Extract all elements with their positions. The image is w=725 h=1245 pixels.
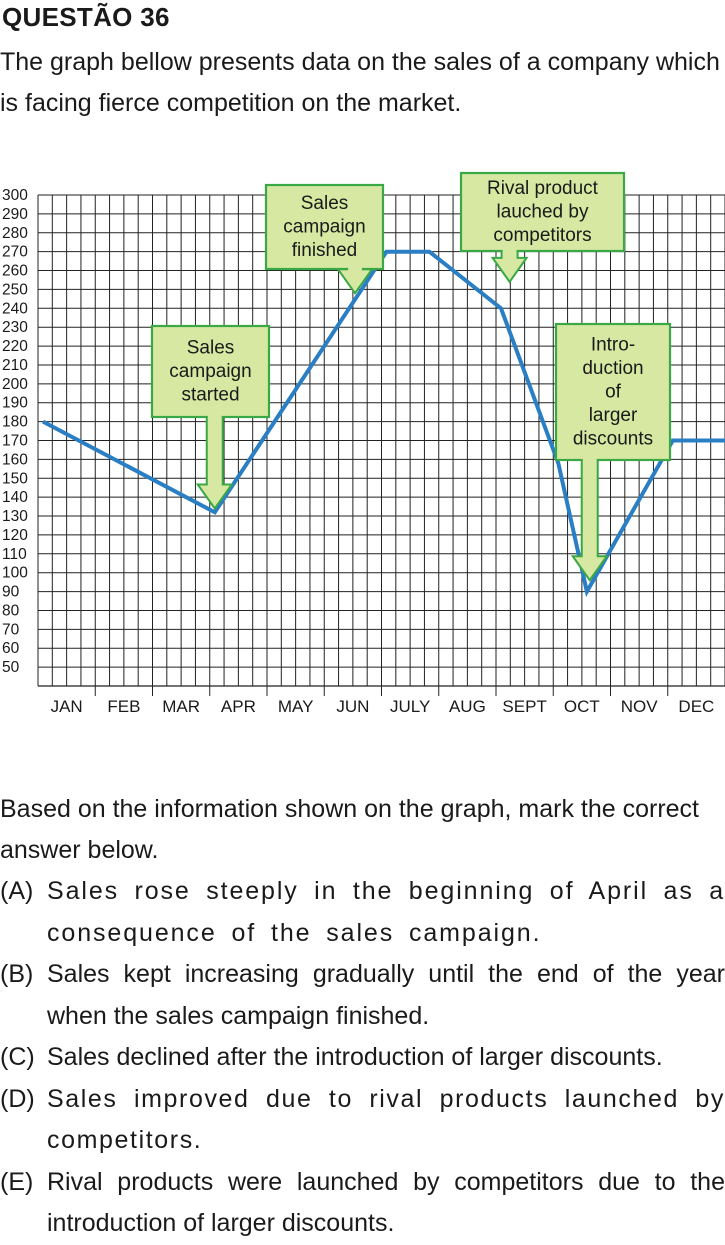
y-tick-label: 110 [2, 546, 27, 563]
y-tick-label: 80 [2, 602, 20, 619]
annotation-text: Sales [301, 193, 349, 214]
option-text: Rival products were launched by competit… [47, 1162, 725, 1245]
y-tick-label: 230 [2, 319, 28, 336]
option-text: Sales improved due to rival products lau… [47, 1079, 725, 1162]
y-tick-label: 250 [2, 281, 28, 298]
y-tick-label: 170 [2, 433, 28, 450]
option-b[interactable]: (B) Sales kept increasing gradually unti… [0, 954, 725, 1037]
x-tick-label: FEB [107, 697, 140, 716]
y-tick-label: 210 [2, 357, 28, 374]
y-tick-label: 270 [2, 244, 28, 261]
y-tick-label: 100 [2, 565, 28, 582]
x-tick-label: JULY [390, 697, 430, 716]
annotation-text: campaign [283, 216, 365, 237]
annotation-text: discounts [573, 428, 653, 449]
annotation-joint [503, 247, 517, 253]
annotation-joint [583, 456, 597, 462]
x-tick-label: AUG [449, 697, 486, 716]
y-tick-label: 300 [2, 187, 28, 204]
x-tick-label: SEPT [502, 697, 546, 716]
option-text: Sales rose steeply in the beginning of A… [47, 871, 725, 954]
y-tick-label: 60 [2, 640, 20, 657]
y-tick-label: 70 [2, 621, 20, 638]
annotation-text: Intro- [591, 334, 635, 355]
x-tick-label: APR [221, 697, 256, 716]
question-prompt: Based on the information shown on the gr… [0, 789, 725, 871]
annotation-joint [348, 265, 362, 271]
chart-annotations: SalescampaignstartedSalescampaignfinishe… [152, 173, 670, 580]
x-tick-label: JUN [336, 697, 369, 716]
x-tick-label: MAY [278, 697, 314, 716]
annotation-arrow [573, 458, 607, 580]
y-tick-label: 140 [2, 489, 28, 506]
annotation-text: campaign [169, 361, 251, 382]
option-e[interactable]: (E) Rival products were launched by comp… [0, 1162, 725, 1245]
annotation-arrow [493, 249, 527, 282]
y-tick-label: 190 [2, 395, 28, 412]
y-tick-label: 260 [2, 263, 28, 280]
x-tick-label: MAR [162, 697, 200, 716]
option-c[interactable]: (C) Sales declined after the introductio… [0, 1037, 725, 1079]
x-axis-ticks: JAN FEB MAR APR MAY JUN JULY AUG SEPT OCT NOV DEC [51, 697, 715, 716]
option-letter: (B) [0, 954, 47, 1037]
annotation-joint [208, 413, 222, 419]
x-tick-label: NOV [621, 697, 659, 716]
x-tick-label: DEC [678, 697, 714, 716]
y-tick-label: 220 [2, 338, 28, 355]
y-tick-label: 50 [2, 659, 20, 676]
y-tick-label: 130 [2, 508, 28, 525]
question-intro: The graph bellow presents data on the sa… [0, 42, 725, 124]
y-tick-label: 160 [2, 451, 28, 468]
annotation-text: duction [582, 358, 643, 379]
answer-options: (A) Sales rose steeply in the beginning … [0, 871, 725, 1245]
option-letter: (D) [0, 1079, 47, 1162]
annotation-text: competitors [493, 225, 591, 246]
annotation-text: lauched by [497, 201, 589, 222]
annotation-text: Sales [187, 337, 235, 358]
y-tick-label: 240 [2, 300, 28, 317]
annotation-text: larger [589, 405, 638, 426]
y-tick-label: 90 [2, 584, 20, 601]
annotation-text: Rival product [487, 178, 599, 199]
annotation-text: of [605, 381, 622, 402]
option-letter: (C) [0, 1037, 47, 1079]
y-tick-label: 290 [2, 206, 28, 223]
option-d[interactable]: (D) Sales improved due to rival products… [0, 1079, 725, 1162]
question-title: QUESTÃO 36 [2, 2, 170, 33]
y-tick-label: 120 [2, 527, 28, 544]
x-tick-label: JAN [51, 697, 83, 716]
y-tick-label: 280 [2, 225, 28, 242]
option-letter: (E) [0, 1162, 47, 1245]
y-tick-label: 200 [2, 376, 28, 393]
annotation-text: finished [292, 240, 358, 261]
y-tick-label: 150 [2, 470, 28, 487]
option-a[interactable]: (A) Sales rose steeply in the beginning … [0, 871, 725, 954]
option-text: Sales declined after the introduction of… [47, 1037, 725, 1079]
y-tick-label: 180 [2, 414, 28, 431]
option-letter: (A) [0, 871, 47, 954]
option-text: Sales kept increasing gradually until th… [47, 954, 725, 1037]
x-tick-label: OCT [564, 697, 600, 716]
annotation-text: started [181, 384, 239, 405]
